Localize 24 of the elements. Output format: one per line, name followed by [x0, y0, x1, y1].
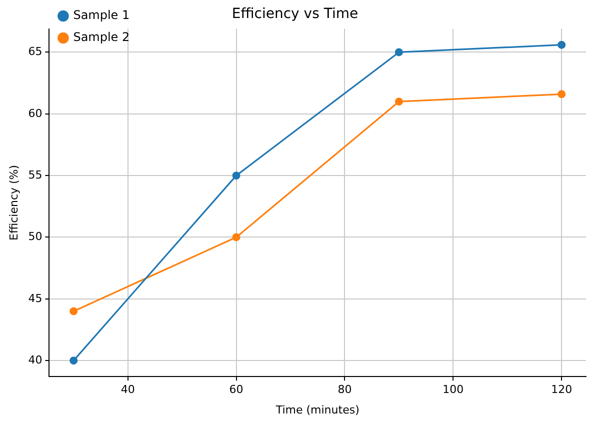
y-tick-label: 50: [28, 230, 42, 244]
legend-label: Sample 2: [73, 30, 130, 44]
y-tick-label: 45: [28, 292, 42, 305]
y-tick-label: 40: [28, 353, 42, 366]
point: [558, 90, 566, 98]
legend-label: Sample 1: [73, 8, 130, 22]
y-tick-label: 55: [28, 168, 42, 182]
y-tick-label: 60: [28, 106, 42, 120]
point: [232, 172, 240, 180]
y-axis-title: Efficiency (%): [7, 164, 20, 240]
point: [394, 98, 403, 106]
x-tick-label: 40: [120, 383, 135, 396]
x-axis-title: Time (minutes): [274, 403, 360, 416]
point: [232, 233, 240, 242]
y-tick-label: 65: [28, 45, 42, 58]
x-tick-label: 100: [442, 383, 464, 396]
x-tick-label: 120: [551, 383, 572, 396]
point: [394, 48, 403, 56]
chart-title: Efficiency vs Time: [232, 6, 358, 22]
point: [558, 40, 566, 49]
x-tick-label: 80: [338, 383, 352, 396]
x-tick-label: 60: [229, 383, 244, 396]
point: [70, 356, 78, 365]
point: [70, 307, 78, 316]
